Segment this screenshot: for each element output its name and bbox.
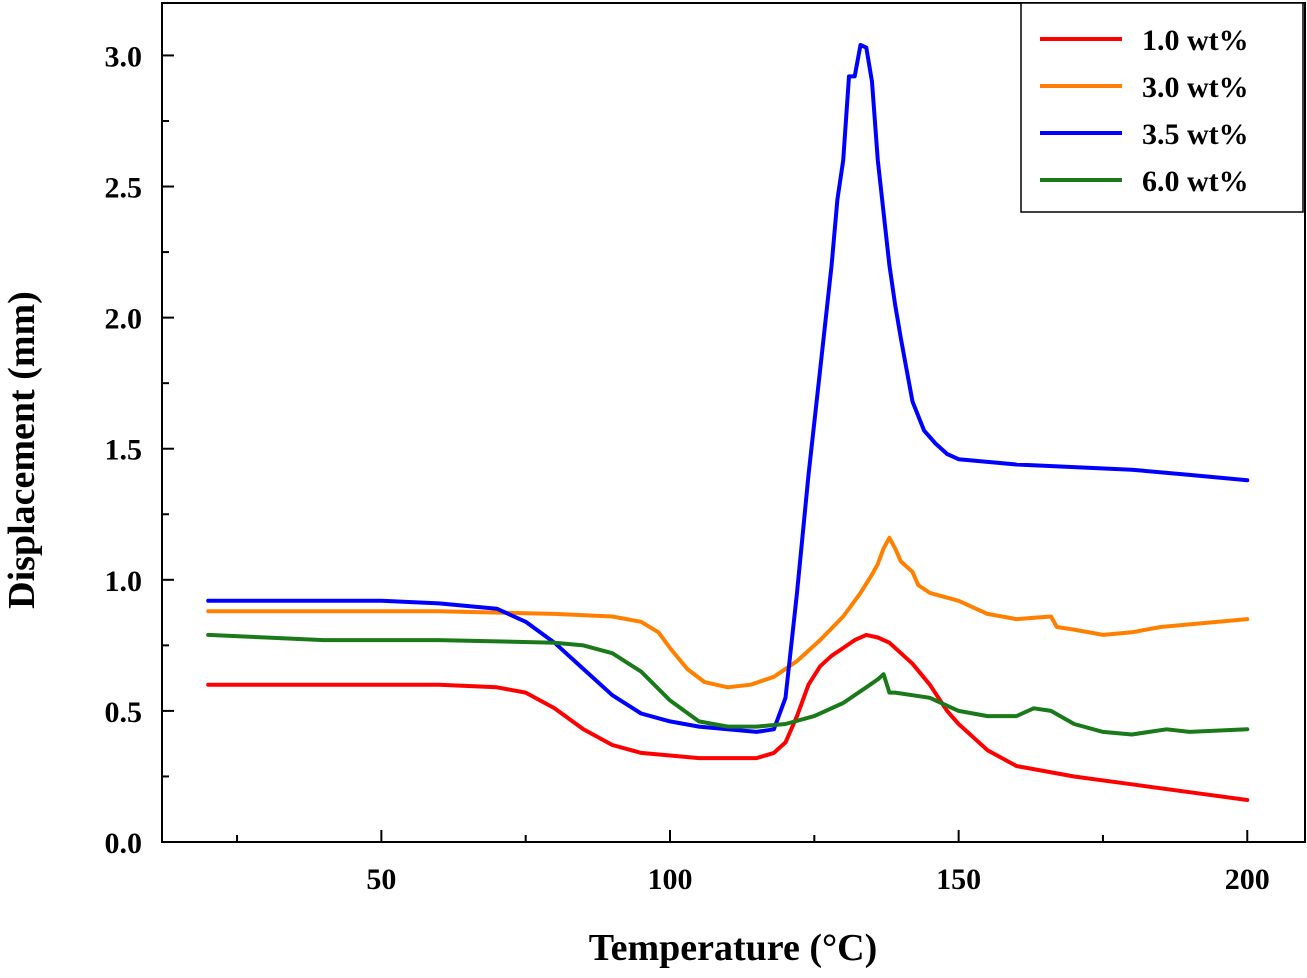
legend-label: 6.0 wt% [1142,165,1249,198]
series-line-1-0-wt- [206,632,1250,802]
legend: 1.0 wt% 3.0 wt% 3.5 wt% 6.0 wt% [1020,2,1304,213]
series-line-3-0-wt- [206,535,1250,690]
y-tick-label: 2.0 [105,303,143,336]
y-tick-label: 3.0 [105,40,143,73]
series-line-3-5-wt- [206,43,1250,734]
plot-frame [161,2,1306,843]
tick-layer: 50 100 150 200 0.0 0.5 1.0 1.5 2.0 2.5 3.0 [105,40,1270,896]
series-layer [206,43,1250,802]
y-tick-label: 0.0 [105,827,143,860]
x-axis-title: Temperature (°C) [589,927,878,969]
y-tick-label: 0.5 [105,696,143,729]
x-tick-label: 100 [648,863,693,896]
y-tick-label: 1.5 [105,434,143,467]
legend-label: 3.0 wt% [1142,71,1249,104]
x-tick-label: 200 [1225,863,1270,896]
series-line-6-0-wt- [206,632,1250,737]
y-axis-title: Displacement (mm) [1,291,43,609]
legend-label: 1.0 wt% [1142,24,1249,57]
y-tick-label: 2.5 [105,172,143,205]
x-tick-label: 50 [366,863,396,896]
x-tick-label: 150 [936,863,981,896]
y-tick-label: 1.0 [105,565,143,598]
legend-label: 3.5 wt% [1142,118,1249,151]
